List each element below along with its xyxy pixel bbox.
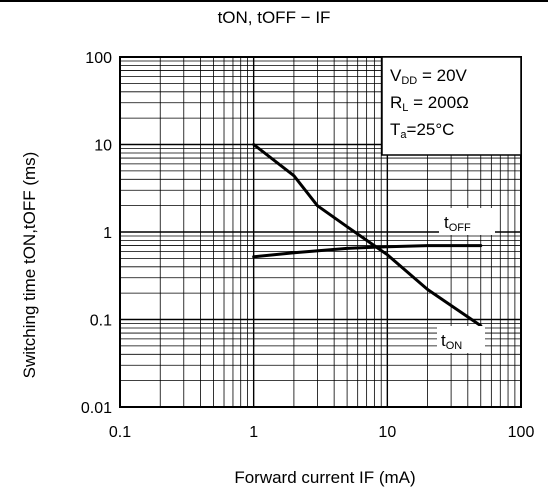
toff-label-bg [439,208,495,235]
conditions-box: VDD = 20V RL = 200Ω Ta=25°C [381,56,522,156]
ton-label-bg [437,326,485,353]
chart-title: tON, tOFF − IF [217,8,331,27]
plot-border [119,56,522,408]
condition-line: Ta=25°C [390,120,454,141]
y-tick-label: 0.1 [90,313,112,330]
y-tick-label: 100 [85,50,112,67]
condition-line: RL = 200Ω [390,93,469,114]
y-tick-label: 0.01 [81,400,112,417]
x-tick-label: 100 [508,424,535,441]
conditions-box-bg [381,56,522,156]
plot-frame [119,56,522,408]
x-axis-label: Forward current IF (mA) [234,468,416,487]
x-tick-label: 0.1 [109,424,131,441]
tick-labels: 0.1 1 10 100 100 10 1 0.1 0.01 [81,50,535,441]
series-line-ton [252,143,483,328]
series-line-toff [252,244,483,259]
curve-labels: tOFF tON [437,208,495,353]
toff-label: tOFF [444,213,471,234]
y-tick-label: 10 [94,138,112,155]
y-tick-label: 1 [103,225,112,242]
curves [252,143,483,328]
ton-label: tON [441,331,462,352]
x-tick-label: 10 [378,424,396,441]
top-rule [0,0,548,2]
x-tick-label: 1 [249,424,258,441]
condition-line: VDD = 20V [390,66,468,87]
